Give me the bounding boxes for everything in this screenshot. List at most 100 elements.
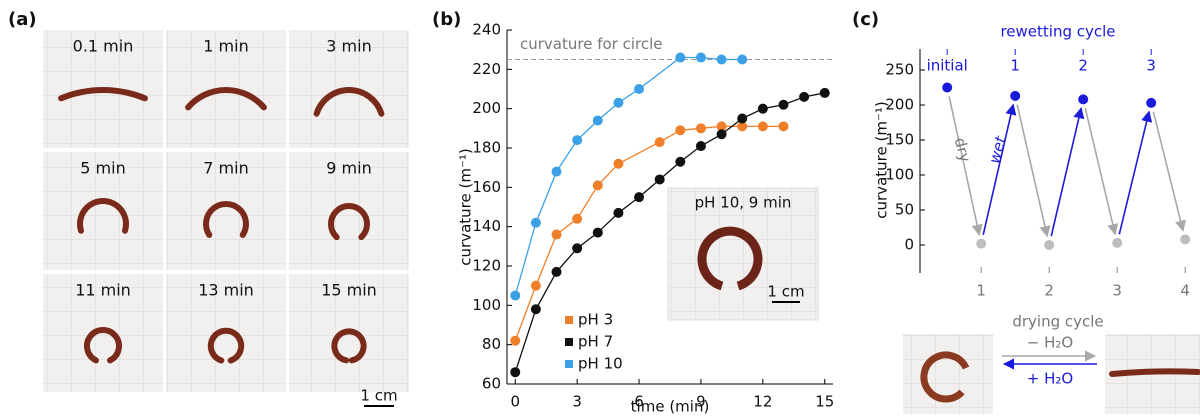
data-point <box>942 82 953 93</box>
annotation: wet <box>985 133 1010 165</box>
annotation: dry <box>951 136 975 165</box>
data-point <box>634 84 645 94</box>
sample-strip <box>313 87 385 117</box>
data-point <box>551 166 562 177</box>
x-tick-label: 4 <box>1180 282 1190 300</box>
caption: 9 min <box>326 159 371 178</box>
panel-label: (a) <box>8 9 37 30</box>
y-tick-label: 160 <box>472 178 501 196</box>
legend-label: pH 3 <box>578 311 613 329</box>
photo-strip <box>1109 368 1200 377</box>
y-tick-label: 200 <box>472 99 501 117</box>
data-point <box>819 87 830 98</box>
x-tick-label: 1 <box>976 282 986 300</box>
data-point <box>592 180 603 191</box>
panel-b: (b) 60 80 100 120 140 160 180 200 220 240 0 3 6 9 12 15 t… <box>432 9 834 416</box>
sample-strip <box>203 201 249 238</box>
data-point <box>572 135 583 146</box>
y-tick-label: 0 <box>904 236 914 254</box>
data-point <box>613 97 624 108</box>
data-point <box>530 280 541 291</box>
x-tick-label: 15 <box>815 393 834 411</box>
x-tick-label: 2 <box>1044 282 1054 300</box>
data-point <box>737 54 748 65</box>
y-tick-label: 200 <box>885 96 914 114</box>
data-point <box>757 103 768 114</box>
legend-swatch <box>565 338 573 346</box>
photo-label: − H₂O <box>1027 334 1073 352</box>
x-axis-label: time (min) <box>631 398 710 416</box>
data-point <box>510 335 521 346</box>
x-tick-label: 0 <box>510 393 520 411</box>
x2-tick-label: initial <box>927 57 968 75</box>
y-axis-label: curvature (m⁻¹) <box>873 101 891 218</box>
y-tick-label: 180 <box>472 139 501 157</box>
x2-tick-label: 1 <box>1010 57 1020 75</box>
data-point <box>716 121 727 132</box>
inset-photo <box>667 187 819 321</box>
arrow <box>948 96 983 236</box>
legend-swatch <box>565 360 573 368</box>
sample-strip <box>328 203 370 241</box>
y-tick-label: 250 <box>885 61 914 79</box>
y-tick-label: 50 <box>895 201 914 219</box>
arrow <box>1084 107 1119 236</box>
caption: 5 min <box>80 159 125 178</box>
data-point <box>1146 97 1157 108</box>
data-point <box>551 266 562 277</box>
sample-strip <box>84 327 122 364</box>
caption: 7 min <box>203 159 248 178</box>
sample-strip <box>185 87 267 111</box>
data-point <box>634 192 645 203</box>
data-point <box>613 158 624 169</box>
reference-label: curvature for circle <box>520 35 663 53</box>
data-point <box>737 121 748 132</box>
data-point <box>675 125 686 136</box>
top-axis-label: rewetting cycle <box>1000 23 1115 41</box>
data-point <box>654 174 665 185</box>
photo-tile <box>43 152 163 270</box>
x2-tick-label: 3 <box>1146 57 1156 75</box>
legend-swatch <box>565 316 573 324</box>
data-point <box>572 213 583 224</box>
arrow <box>1016 104 1051 238</box>
x-tick-label: 3 <box>572 393 582 411</box>
sample-strip <box>77 198 129 234</box>
panel-c: (c) rewetting cycle 0 50 100 150 200 250 1 2 3 4 ini… <box>852 9 1200 414</box>
photo-ring <box>920 351 970 403</box>
data-point <box>675 156 686 167</box>
data-point <box>530 304 541 315</box>
y-tick-label: 60 <box>482 375 501 393</box>
inset-ring <box>697 226 763 291</box>
data-point <box>695 52 706 63</box>
data-point <box>510 367 521 378</box>
data-point <box>510 290 521 301</box>
data-point <box>695 141 706 152</box>
photo-tile <box>166 152 286 270</box>
y-tick-label: 80 <box>482 335 501 353</box>
data-point <box>778 121 789 132</box>
legend-label: pH 7 <box>578 333 613 351</box>
y-tick-label: 100 <box>472 296 501 314</box>
arrow <box>1152 111 1187 232</box>
y-axis-label: curvature (m⁻¹) <box>457 148 475 265</box>
caption: 1 min <box>203 37 248 56</box>
y-tick-label: 240 <box>472 21 501 39</box>
data-point <box>1180 234 1191 245</box>
panel-label: (b) <box>432 9 461 30</box>
inset-scale-label: 1 cm <box>767 283 804 301</box>
sample-strip <box>207 327 245 364</box>
legend-label: pH 10 <box>578 355 623 373</box>
x2-tick-label: 2 <box>1078 57 1088 75</box>
caption: 13 min <box>198 281 254 300</box>
arrow <box>1118 110 1153 235</box>
data-point <box>592 227 603 238</box>
data-point <box>716 129 727 140</box>
data-point <box>737 113 748 124</box>
data-point <box>530 217 541 228</box>
y-tick-label: 220 <box>472 60 501 78</box>
panel-label: (c) <box>852 9 879 30</box>
data-point <box>654 137 665 148</box>
data-point <box>799 91 810 102</box>
